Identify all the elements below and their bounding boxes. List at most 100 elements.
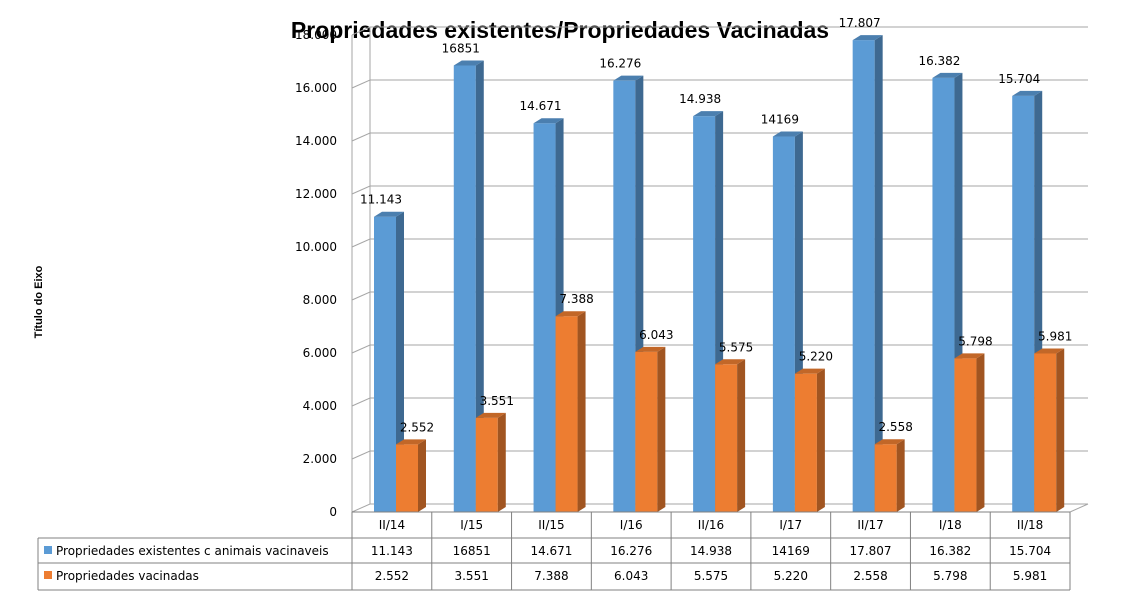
- x-tick-label: I/16: [620, 518, 643, 532]
- bar-top-0-3: [613, 75, 644, 81]
- bar-side-0-6: [874, 35, 883, 512]
- bar-0-1: [453, 65, 476, 513]
- gridline: [351, 132, 1088, 142]
- x-tick-label: I/18: [939, 518, 962, 532]
- data-label-0-3: 16.276: [599, 57, 641, 71]
- y-axis-label: Título do Eixo: [33, 265, 45, 338]
- y-tick-label: 16.000: [295, 81, 337, 95]
- bar-side-1-1: [497, 412, 506, 512]
- bar-top-0-0: [374, 211, 404, 217]
- bar-0-6: [852, 40, 875, 512]
- y-tick-label: 8.000: [303, 293, 337, 307]
- bar-top-0-5: [772, 131, 803, 137]
- data-label-0-2: 14.671: [520, 99, 562, 113]
- gridline: [351, 238, 1088, 248]
- bar-0-4: [693, 116, 716, 512]
- bar-top-1-8: [1034, 348, 1065, 354]
- table-cell-0-5: 14169: [772, 544, 810, 558]
- data-label-1-5: 5.220: [799, 350, 833, 364]
- bar-1-5: [794, 373, 817, 512]
- bar-0-3: [613, 80, 636, 512]
- table-cell-1-1: 3.551: [454, 569, 488, 583]
- y-tick-label: 18.000: [295, 28, 337, 42]
- gridline: [351, 397, 1088, 407]
- data-labels: 11.143 16851 14.671 16.276 14.938 14169 17.807…: [360, 16, 1072, 434]
- table-cell-1-6: 2.558: [853, 569, 887, 583]
- bar-top-1-7: [954, 353, 985, 359]
- bar-top-1-3: [635, 346, 666, 352]
- x-tick-label: II/17: [857, 518, 883, 532]
- bar-0-7: [932, 77, 955, 512]
- bar-0-8: [1012, 95, 1035, 513]
- bar-side-1-2: [577, 311, 586, 512]
- legend-swatch-0: [44, 546, 52, 554]
- table-cell-0-6: 17.807: [850, 544, 892, 558]
- y-axis-ticks: 0 2.000 4.000 6.000 8.000 10.000 12.000 14.000 1…: [295, 28, 337, 519]
- x-tick-label: II/14: [379, 518, 405, 532]
- bar-top-0-2: [533, 118, 564, 124]
- data-label-1-8: 5.981: [1038, 330, 1072, 344]
- table-cell-0-2: 14.671: [530, 544, 572, 558]
- bar-top-1-5: [794, 368, 825, 374]
- data-label-0-5: 14169: [761, 113, 799, 127]
- bar-top-1-0: [396, 439, 426, 445]
- bar-top-1-1: [475, 412, 506, 418]
- bar-side-1-4: [737, 359, 746, 512]
- bar-0-5: [772, 136, 795, 513]
- table-cell-0-7: 16.382: [929, 544, 971, 558]
- table-cell-0-1: 16851: [453, 544, 491, 558]
- bar-1-7: [954, 358, 977, 512]
- table-cell-1-4: 5.575: [694, 569, 728, 583]
- bar-0-0: [374, 216, 396, 512]
- y-tick-label: 6.000: [303, 346, 337, 360]
- bar-side-1-7: [976, 353, 985, 512]
- bar-1-4: [715, 364, 738, 512]
- x-tick-label: II/16: [698, 518, 724, 532]
- bar-top-0-1: [453, 60, 484, 66]
- data-label-0-1: 16851: [442, 41, 480, 55]
- x-tick-label: I/17: [779, 518, 802, 532]
- data-table: II/14 I/15 II/15 I/16 II/16 I/17 II/17 I/18 II/1…: [37, 511, 1071, 591]
- bar-1-2: [555, 316, 578, 512]
- gridline: [351, 503, 1088, 513]
- bar-1-1: [475, 417, 498, 512]
- bar-1-0: [396, 444, 418, 512]
- x-tick-label: II/18: [1017, 518, 1043, 532]
- table-cell-0-4: 14.938: [690, 544, 732, 558]
- data-label-1-0: 2.552: [400, 420, 434, 434]
- data-label-0-8: 15.704: [998, 72, 1040, 86]
- legend-swatch-1: [44, 571, 52, 579]
- gridline: [351, 291, 1088, 301]
- x-tick-label: II/15: [538, 518, 564, 532]
- bar-1-8: [1034, 353, 1057, 512]
- data-label-0-7: 16.382: [918, 54, 960, 68]
- bar-top-1-6: [874, 439, 905, 445]
- y-tick-label: 10.000: [295, 240, 337, 254]
- data-label-1-6: 2.558: [878, 420, 912, 434]
- table-cell-1-7: 5.798: [933, 569, 967, 583]
- bar-1-6: [874, 444, 897, 512]
- bar-side-1-8: [1056, 348, 1065, 512]
- bar-top-0-6: [852, 35, 883, 41]
- bar-side-1-6: [896, 439, 905, 512]
- data-label-1-3: 6.043: [639, 328, 673, 342]
- y-tick-label: 0: [329, 505, 337, 519]
- gridline: [351, 185, 1088, 195]
- bar-top-0-8: [1012, 90, 1043, 96]
- bar-top-1-2: [555, 311, 586, 317]
- y-tick-label: 12.000: [295, 187, 337, 201]
- data-label-0-6: 17.807: [839, 16, 881, 30]
- bar-1-3: [635, 351, 658, 512]
- gridline: [351, 26, 1088, 36]
- x-tick-label: I/15: [460, 518, 483, 532]
- bar-side-0-1: [475, 60, 484, 513]
- legend-label-0: Propriedades existentes c animais vacina…: [56, 544, 329, 558]
- y-tick-label: 2.000: [303, 452, 337, 466]
- bar-side-1-0: [418, 439, 426, 512]
- chart-title: Propriedades existentes/Propriedades Vac…: [291, 17, 829, 43]
- table-cell-1-3: 6.043: [614, 569, 648, 583]
- table-cell-0-8: 15.704: [1009, 544, 1051, 558]
- bar-top-1-4: [715, 359, 746, 365]
- bar-side-1-3: [657, 346, 666, 512]
